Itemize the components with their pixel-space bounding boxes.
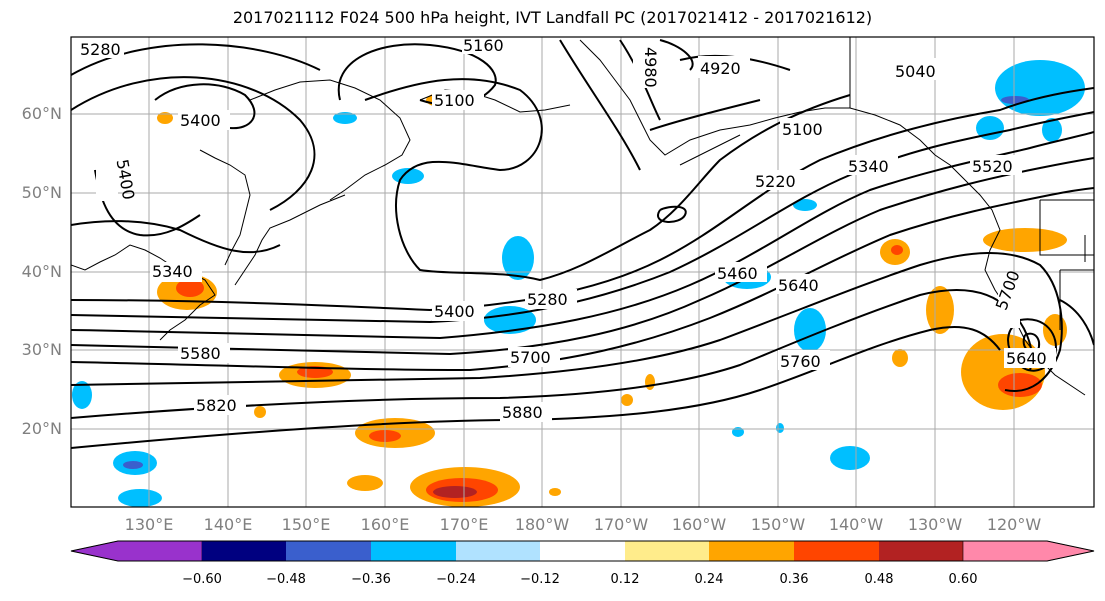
- contour-label: 4920: [700, 59, 741, 78]
- lon-label: 170°E: [439, 515, 489, 534]
- lon-label: 130°W: [907, 515, 963, 534]
- graticule: [71, 37, 1094, 507]
- contour-label: 5400: [434, 302, 475, 321]
- colorbar-tick: 0.36: [779, 572, 809, 587]
- colorbar-tick: 0.24: [694, 572, 724, 587]
- lat-label: 20°N: [21, 419, 62, 438]
- colorbar-tick: 0.48: [864, 572, 894, 587]
- colorbar: [70, 540, 1095, 562]
- colorbar-segment: [709, 541, 794, 561]
- ivt-positive-shading: [157, 93, 1067, 507]
- contour-label: 5280: [80, 40, 121, 59]
- contour-label: 5160: [463, 36, 504, 55]
- contour-label: 5760: [780, 352, 821, 371]
- contour-label: 4980: [641, 47, 660, 88]
- contour-label: 5340: [848, 157, 889, 176]
- contour-label: 5640: [1006, 349, 1047, 368]
- lat-label: 30°N: [21, 340, 62, 359]
- contour-label: 5580: [180, 344, 221, 363]
- lon-label: 180°W: [514, 515, 570, 534]
- lon-label: 160°E: [360, 515, 410, 534]
- coastlines: [71, 37, 1094, 396]
- colorbar-tick: 0.60: [948, 572, 978, 587]
- lat-label: 50°N: [21, 183, 62, 202]
- contour-label: 5700: [510, 348, 551, 367]
- contour-label: 5460: [717, 264, 758, 283]
- colorbar-tick: −0.36: [351, 572, 391, 587]
- lon-label: 150°E: [281, 515, 331, 534]
- colorbar-segment: [202, 541, 286, 561]
- colorbar-segment: [371, 541, 456, 561]
- contour-label: 5640: [778, 276, 819, 295]
- height-contours: [71, 39, 1094, 449]
- contour-label: 5280: [527, 290, 568, 309]
- colorbar-tick: −0.24: [436, 572, 476, 587]
- lon-label: 160°W: [671, 515, 727, 534]
- contour-label: 5400: [180, 111, 221, 130]
- contour-label: 5520: [972, 157, 1013, 176]
- lat-label: 40°N: [21, 262, 62, 281]
- colorbar-tick: −0.12: [520, 572, 560, 587]
- lon-label: 130°E: [124, 515, 174, 534]
- colorbar-segment: [794, 541, 879, 561]
- colorbar-segment: [456, 541, 540, 561]
- colorbar-segment: [540, 541, 625, 561]
- contour-label: 5880: [502, 403, 543, 422]
- colorbar-tick: −0.48: [266, 572, 306, 587]
- contour-labels: 5280 5160 4920 4980 5040 5400 5100 5400 …: [78, 36, 1056, 422]
- lon-label: 140°E: [203, 515, 253, 534]
- contour-label: 5040: [895, 62, 936, 81]
- lon-label: 120°W: [986, 515, 1042, 534]
- contour-label: 5220: [755, 172, 796, 191]
- contour-label: 5100: [782, 120, 823, 139]
- colorbar-segment: [70, 540, 203, 562]
- colorbar-tick: 0.12: [610, 572, 640, 587]
- contour-label: 5340: [152, 262, 193, 281]
- lon-label: 140°W: [828, 515, 884, 534]
- contour-label: 5820: [196, 396, 237, 415]
- lon-label: 150°W: [750, 515, 806, 534]
- map-title: 2017021112 F024 500 hPa height, IVT Land…: [232, 8, 873, 27]
- contour-label: 5100: [434, 91, 475, 110]
- colorbar-segment: [879, 541, 963, 561]
- lon-label: 170°W: [593, 515, 649, 534]
- colorbar-segment: [286, 541, 371, 561]
- ivt-negative-shading: [72, 60, 1085, 507]
- colorbar-segment: [625, 541, 709, 561]
- map-frame: [70, 36, 1095, 508]
- colorbar-segment: [962, 540, 1095, 562]
- colorbar-tick: −0.60: [182, 572, 222, 587]
- lat-label: 60°N: [21, 104, 62, 123]
